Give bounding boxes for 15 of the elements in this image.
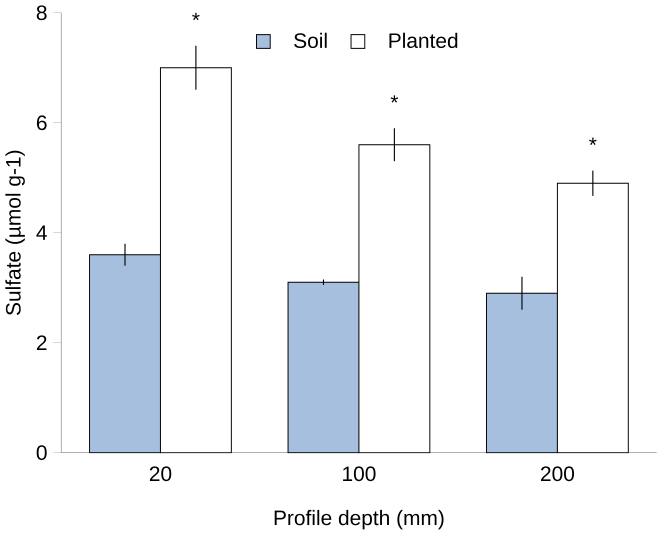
x-tick-label: 100: [343, 466, 376, 482]
y-axis-title: Sulfate (µmol g-1): [5, 150, 25, 316]
x-tick-label: 20: [150, 466, 172, 482]
y-tick-label: 4: [36, 226, 47, 240]
x-tick-label: 200: [541, 466, 574, 482]
y-tick-label: 8: [36, 5, 47, 20]
y-tick-label: 0: [36, 445, 47, 460]
y-tick-label: 2: [36, 336, 46, 350]
annotation: *: [192, 12, 200, 20]
annotation: *: [589, 138, 597, 146]
legend-label: Planted: [389, 32, 458, 48]
annotation: *: [390, 95, 398, 103]
y-tick-label: 6: [36, 115, 47, 130]
x-axis-title: Profile depth (mm): [274, 510, 444, 530]
legend-label: Soil: [294, 32, 327, 48]
